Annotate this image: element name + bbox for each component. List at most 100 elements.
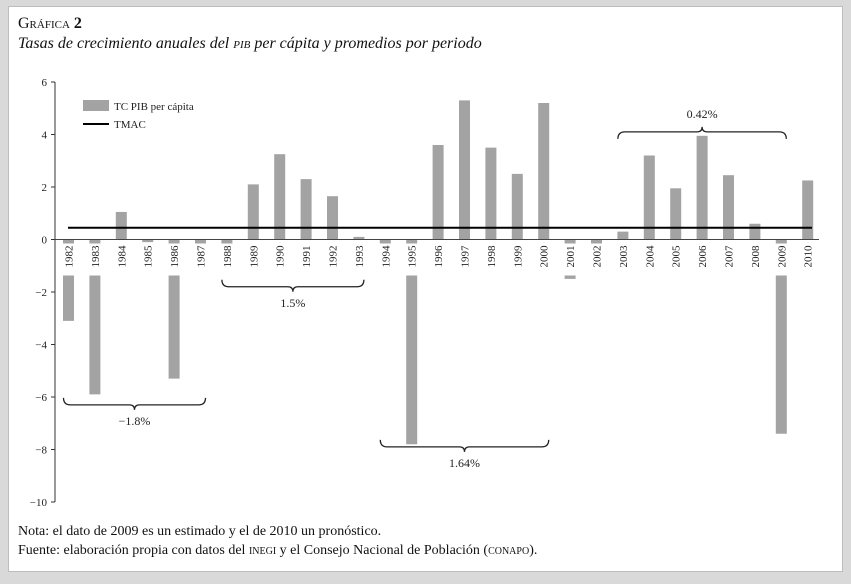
y-tick-label: 4 — [42, 130, 48, 142]
bar — [406, 239, 418, 445]
x-tick-label-bg — [643, 243, 656, 276]
figure-title-part1: Tasas de crecimiento anuales del — [18, 35, 234, 52]
y-tick-label: −6 — [35, 392, 47, 404]
source-conapo: conapo — [488, 543, 530, 558]
source-inegi: inegi — [248, 543, 277, 558]
figure-label-number: 2 — [73, 15, 82, 32]
x-tick-label: 1998 — [486, 245, 498, 268]
legend-bar-swatch — [83, 100, 109, 111]
x-tick-label-bg — [616, 243, 629, 276]
bar — [63, 239, 74, 321]
x-tick-label-bg — [352, 243, 365, 276]
x-tick-label: 2006 — [697, 245, 709, 268]
x-tick-label-bg — [696, 243, 709, 276]
figure-title: Tasas de crecimiento anuales del pib per… — [18, 35, 482, 53]
source-line: Fuente: elaboración propia con datos del… — [18, 541, 537, 560]
x-tick-label-bg — [405, 243, 418, 276]
x-tick-label: 2010 — [803, 245, 815, 268]
x-tick-label-bg — [141, 243, 154, 276]
x-tick-label-bg — [168, 243, 181, 276]
period-brace — [617, 126, 787, 139]
x-tick-label-bg — [748, 243, 761, 276]
figure-title-smallcaps: pib — [233, 35, 251, 52]
x-tick-label: 1990 — [275, 245, 287, 268]
x-tick-label-bg — [273, 243, 286, 276]
x-tick-label: 2004 — [644, 245, 656, 268]
source-part3: ). — [529, 543, 538, 558]
x-tick-label-bg — [194, 243, 207, 276]
y-tick-label: −10 — [30, 497, 48, 509]
x-tick-label-bg — [484, 243, 497, 276]
y-tick-label: 6 — [42, 77, 48, 89]
period-average-label: 1.64% — [449, 456, 480, 470]
y-tick-label: −8 — [35, 445, 47, 457]
x-tick-label: 2008 — [750, 245, 762, 268]
figure-frame — [8, 6, 843, 572]
x-tick-label-bg — [564, 243, 577, 276]
x-tick-label-bg — [115, 243, 128, 276]
x-tick-label: 1987 — [196, 245, 208, 268]
x-tick-label-bg — [458, 243, 471, 276]
bar — [247, 184, 259, 240]
bar — [274, 154, 286, 240]
x-tick-label: 1999 — [512, 245, 524, 268]
x-tick-label: 2001 — [565, 246, 577, 268]
x-tick-label: 1991 — [301, 246, 313, 268]
x-tick-label: 2000 — [539, 245, 551, 268]
x-tick-label: 1994 — [380, 245, 392, 268]
period-brace — [221, 279, 365, 292]
bar — [643, 155, 655, 240]
x-tick-label: 1985 — [143, 245, 155, 268]
bar — [89, 239, 101, 395]
legend-bar-label: TC PIB per cápita — [114, 101, 194, 113]
x-tick-label-bg — [379, 243, 392, 276]
y-tick-label: −4 — [35, 340, 47, 352]
x-tick-label-bg — [220, 243, 233, 276]
x-tick-label-bg — [326, 243, 339, 276]
bar — [617, 231, 629, 240]
bar — [300, 179, 312, 240]
bar — [696, 135, 708, 240]
x-tick-label-bg — [247, 243, 260, 276]
note-line: Nota: el dato de 2009 es un estimado y e… — [18, 524, 382, 539]
x-tick-label: 1996 — [433, 245, 445, 268]
x-tick-label: 2002 — [592, 246, 604, 268]
figure-label: Gráfica 2 — [18, 15, 82, 33]
x-tick-label: 1983 — [90, 245, 102, 268]
source-part1: Fuente: elaboración propia con datos del — [18, 543, 249, 558]
x-tick-label-bg — [88, 243, 101, 276]
x-tick-label: 1995 — [407, 245, 419, 268]
bar — [749, 223, 761, 240]
bar — [775, 239, 787, 434]
x-tick-label: 2007 — [724, 245, 736, 268]
bar — [459, 100, 470, 240]
x-tick-label-bg — [801, 243, 814, 276]
x-tick-label-bg — [432, 243, 445, 276]
bar — [353, 236, 365, 240]
bar — [327, 196, 338, 240]
x-tick-label: 1988 — [222, 245, 234, 268]
source-part2: y el Consejo Nacional de Población ( — [276, 543, 489, 558]
x-tick-label: 2005 — [671, 245, 683, 268]
x-tick-label: 1982 — [64, 246, 76, 268]
bar — [485, 147, 497, 240]
x-tick-label: 2003 — [618, 245, 630, 268]
period-average-label: 0.42% — [687, 107, 718, 121]
period-average-label: 1.5% — [280, 296, 305, 310]
period-brace — [62, 397, 207, 410]
bar — [538, 103, 550, 240]
bar — [723, 175, 734, 240]
x-tick-label-bg — [537, 243, 550, 276]
x-tick-label: 2009 — [776, 245, 788, 268]
bar — [115, 211, 127, 240]
period-brace — [379, 439, 550, 452]
x-tick-label-bg — [300, 243, 313, 276]
x-tick-label-bg — [590, 243, 603, 276]
bar — [168, 239, 180, 379]
x-tick-label-bg — [511, 243, 524, 276]
bar — [432, 145, 444, 240]
x-tick-label-bg — [62, 243, 75, 276]
x-tick-label: 1984 — [116, 245, 128, 268]
y-tick-label: 0 — [42, 235, 48, 247]
